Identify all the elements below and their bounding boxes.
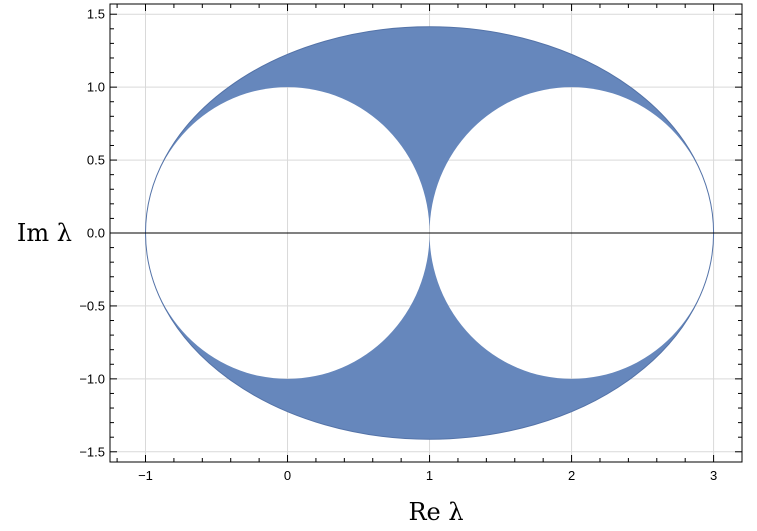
x-tick-label: 2 (568, 468, 575, 483)
y-tick-label: 0.0 (87, 226, 105, 241)
x-tick-labels: −1 0 1 2 3 (138, 468, 717, 483)
y-tick-label: −0.5 (79, 298, 105, 313)
x-tick-label: 3 (710, 468, 717, 483)
ticks (110, 4, 743, 462)
y-axis-label: Im λ (17, 219, 72, 247)
y-tick-label: 1.0 (87, 80, 105, 95)
y-tick-labels: −1.5 −1.0 −0.5 0.0 0.5 1.0 1.5 (79, 7, 105, 460)
x-tick-label: 1 (426, 468, 433, 483)
x-tick-label: 0 (284, 468, 291, 483)
x-axis-label: Re λ (408, 498, 463, 526)
y-tick-label: 0.5 (87, 153, 105, 168)
y-tick-label: −1.5 (79, 444, 105, 459)
y-tick-label: −1.0 (79, 371, 105, 386)
x-tick-label: −1 (138, 468, 153, 483)
y-tick-label: 1.5 (87, 7, 105, 22)
